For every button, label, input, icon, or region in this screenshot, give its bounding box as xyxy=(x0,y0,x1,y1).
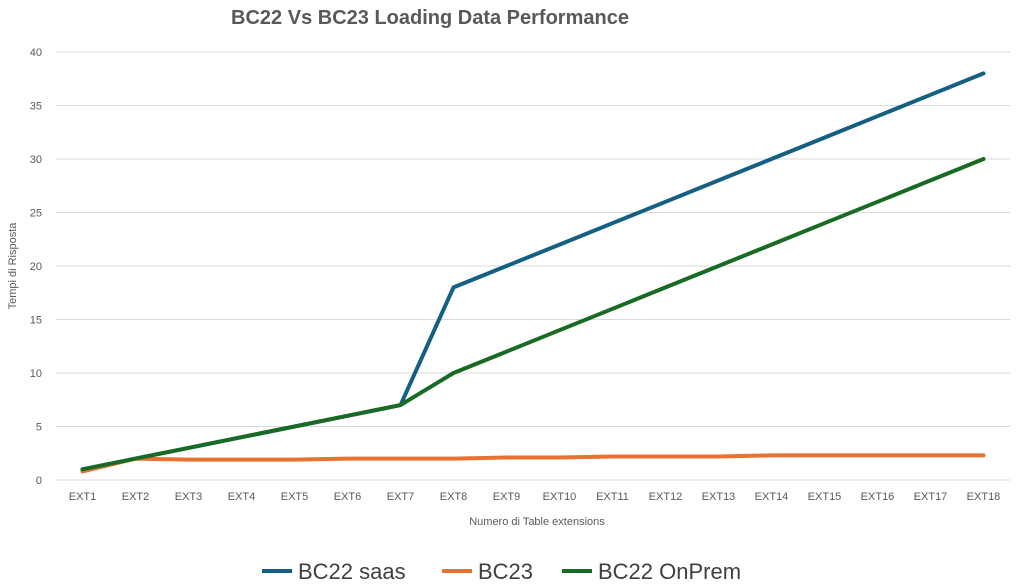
x-tick-label: EXT10 xyxy=(543,491,577,503)
x-tick-label: EXT5 xyxy=(281,491,309,503)
y-tick-label: 20 xyxy=(30,261,42,273)
x-tick-label: EXT7 xyxy=(387,491,415,503)
x-tick-label: EXT9 xyxy=(493,491,521,503)
x-tick-label: EXT15 xyxy=(808,491,842,503)
x-tick-label: EXT3 xyxy=(175,491,203,503)
x-tick-label: EXT4 xyxy=(228,491,256,503)
y-tick-label: 0 xyxy=(36,475,42,487)
x-tick-label: EXT6 xyxy=(334,491,362,503)
y-tick-label: 40 xyxy=(30,47,42,59)
y-tick-label: 30 xyxy=(30,154,42,166)
legend-label: BC22 saas xyxy=(298,559,406,584)
chart-title: BC22 Vs BC23 Loading Data Performance xyxy=(231,7,629,29)
x-tick-label: EXT1 xyxy=(69,491,97,503)
y-tick-label: 5 xyxy=(36,422,42,434)
y-tick-label: 10 xyxy=(30,368,42,380)
legend-label: BC22 OnPrem xyxy=(598,559,741,584)
x-tick-label: EXT16 xyxy=(861,491,895,503)
x-axis-label: Numero di Table extensions xyxy=(469,516,605,528)
x-tick-label: EXT2 xyxy=(122,491,150,503)
x-tick-label: EXT17 xyxy=(914,491,948,503)
legend-label: BC23 xyxy=(478,559,533,584)
x-tick-label: EXT14 xyxy=(755,491,789,503)
x-tick-label: EXT13 xyxy=(702,491,736,503)
y-tick-label: 35 xyxy=(30,101,42,113)
series-line-bc22-onprem xyxy=(80,157,986,472)
x-tick-label: EXT18 xyxy=(967,491,1001,503)
series-line-bc23 xyxy=(80,453,986,474)
x-tick-label: EXT11 xyxy=(596,491,629,503)
x-tick-label: EXT12 xyxy=(649,491,683,503)
series-line-bc22-saas xyxy=(80,71,986,472)
y-axis-label: Tempi di Risposta xyxy=(7,222,19,310)
x-tick-label: EXT8 xyxy=(440,491,468,503)
y-tick-label: 15 xyxy=(30,315,42,327)
y-tick-label: 25 xyxy=(30,208,42,220)
